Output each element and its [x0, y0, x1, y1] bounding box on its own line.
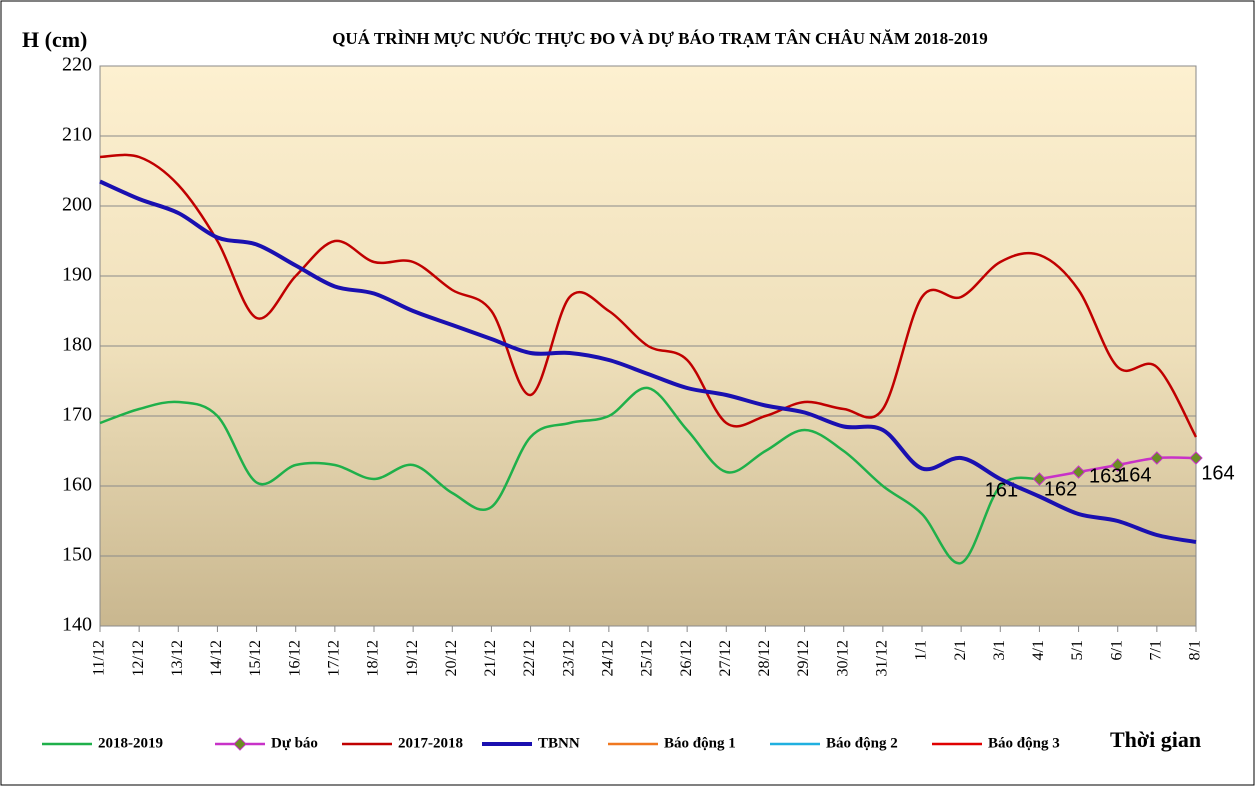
legend-label: Báo động 2	[826, 735, 898, 751]
y-tick-label: 220	[62, 54, 92, 76]
data-label: 162	[1044, 478, 1077, 500]
x-tick-label: 28/12	[756, 640, 773, 676]
x-tick-label: 16/12	[286, 640, 303, 676]
x-tick-label: 1/1	[913, 640, 930, 660]
x-axis-label: Thời gian	[1110, 727, 1201, 752]
x-tick-label: 23/12	[560, 640, 577, 676]
y-tick-label: 160	[62, 474, 92, 496]
legend-label: 2017-2018	[398, 735, 463, 751]
y-axis-label: H (cm)	[22, 27, 87, 52]
legend-label: 2018-2019	[98, 735, 163, 751]
x-tick-label: 22/12	[521, 640, 538, 676]
x-tick-label: 12/12	[130, 640, 147, 676]
marker	[1189, 451, 1203, 465]
x-tick-label: 29/12	[795, 640, 812, 676]
x-tick-label: 11/12	[91, 640, 108, 676]
x-tick-label: 26/12	[678, 640, 695, 676]
x-tick-label: 27/12	[717, 640, 734, 676]
y-tick-label: 150	[62, 544, 92, 566]
y-tick-label: 180	[62, 334, 92, 356]
y-tick-label: 170	[62, 404, 92, 426]
data-label: 164	[1118, 464, 1151, 486]
data-label: 161	[985, 479, 1018, 501]
marker	[1150, 451, 1164, 465]
x-tick-label: 31/12	[874, 640, 891, 676]
y-tick-label: 140	[62, 614, 92, 636]
data-label: 164	[1201, 462, 1234, 484]
x-tick-label: 14/12	[208, 640, 225, 676]
x-tick-label: 8/1	[1187, 640, 1204, 660]
y-tick-label: 210	[62, 124, 92, 146]
x-tick-label: 17/12	[326, 640, 343, 676]
x-tick-label: 4/1	[1030, 640, 1047, 660]
legend-label: TBNN	[538, 735, 580, 751]
x-tick-label: 3/1	[991, 640, 1008, 660]
x-tick-label: 13/12	[169, 640, 186, 676]
x-tick-label: 7/1	[1148, 640, 1165, 660]
series-line	[99, 153, 1198, 438]
x-tick-label: 2/1	[952, 640, 969, 660]
marker	[1071, 465, 1086, 479]
x-tick-label: 20/12	[443, 640, 460, 676]
marker	[1111, 458, 1125, 472]
legend-marker	[233, 737, 247, 751]
x-tick-label: 25/12	[639, 640, 656, 676]
x-tick-label: 18/12	[365, 640, 382, 676]
marker	[1032, 472, 1047, 486]
x-tick-label: 19/12	[404, 640, 421, 676]
series-line	[99, 179, 1197, 544]
legend-label: Báo động 3	[988, 735, 1060, 751]
chart-title: QUÁ TRÌNH MỰC NƯỚC THỰC ĐO VÀ DỰ BÁO TRẠ…	[332, 29, 988, 48]
x-tick-label: 21/12	[482, 640, 499, 676]
y-tick-label: 200	[62, 194, 92, 216]
series-line	[99, 386, 1040, 565]
x-tick-label: 5/1	[1069, 640, 1086, 660]
x-tick-label: 15/12	[247, 640, 264, 676]
x-tick-label: 30/12	[834, 640, 851, 676]
y-tick-label: 190	[62, 264, 92, 286]
data-label: 163	[1089, 465, 1122, 487]
x-tick-label: 24/12	[600, 640, 617, 676]
legend-label: Báo động 1	[664, 735, 736, 751]
legend-label: Dự báo	[271, 735, 318, 751]
x-tick-label: 6/1	[1108, 640, 1125, 660]
